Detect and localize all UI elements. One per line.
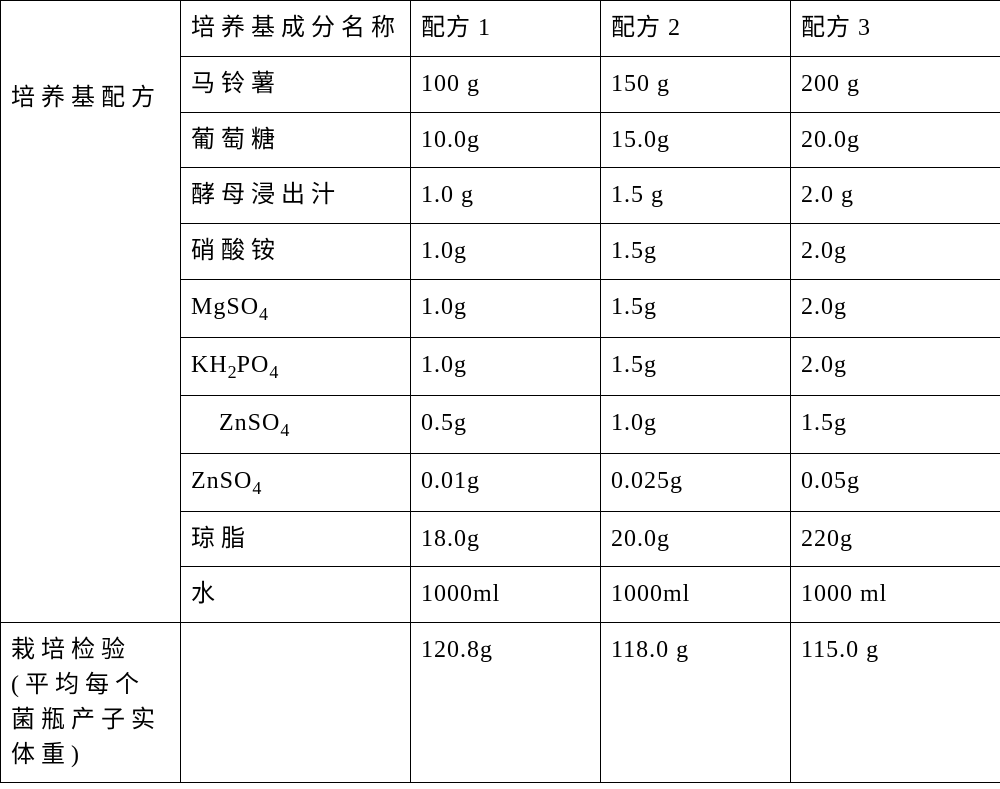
value-f3: 0.05g [791, 453, 1000, 511]
value-f3: 2.0g [791, 337, 1000, 395]
col-header-name: 培养基成分名称 [181, 1, 411, 57]
value-f2: 1.5g [601, 337, 791, 395]
value-f1: 1.0g [411, 279, 601, 337]
col-header-f1: 配方 1 [411, 1, 601, 57]
ingredient-name: ZnSO4 [181, 453, 411, 511]
table-header-row: 培养基配方 培养基成分名称 配方 1 配方 2 配方 3 [1, 1, 1000, 57]
ingredient-name: 马铃薯 [181, 56, 411, 112]
value-f3: 20.0g [791, 112, 1000, 168]
value-f3: 1000 ml [791, 567, 1000, 623]
ingredient-name: 酵母浸出汁 [181, 168, 411, 224]
value-f2: 0.025g [601, 453, 791, 511]
ingredient-name: 琼脂 [181, 511, 411, 567]
value-f2: 1.0g [601, 395, 791, 453]
col-header-f2: 配方 2 [601, 1, 791, 57]
value-f2: 20.0g [601, 511, 791, 567]
ingredient-name: 葡萄糖 [181, 112, 411, 168]
value-f3: 2.0g [791, 224, 1000, 280]
medium-formula-table: 培养基配方 培养基成分名称 配方 1 配方 2 配方 3 马铃薯 100 g 1… [0, 0, 1000, 783]
value-f1: 18.0g [411, 511, 601, 567]
value-f1: 1.0g [411, 337, 601, 395]
value-f3: 200 g [791, 56, 1000, 112]
value-f1: 0.5g [411, 395, 601, 453]
value-f3: 220g [791, 511, 1000, 567]
value-f1: 1.0 g [411, 168, 601, 224]
value-f2: 1.5 g [601, 168, 791, 224]
ingredient-name: KH2PO4 [181, 337, 411, 395]
value-f2: 118.0 g [601, 623, 791, 783]
value-f3: 1.5g [791, 395, 1000, 453]
value-f2: 15.0g [601, 112, 791, 168]
group-label-formula: 培养基配方 [1, 1, 181, 623]
value-f3: 2.0g [791, 279, 1000, 337]
value-f2: 1000ml [601, 567, 791, 623]
value-f1: 0.01g [411, 453, 601, 511]
value-f1: 120.8g [411, 623, 601, 783]
ingredient-name [181, 623, 411, 783]
value-f2: 1.5g [601, 224, 791, 280]
ingredient-name: 硝酸铵 [181, 224, 411, 280]
value-f1: 10.0g [411, 112, 601, 168]
table-test-row: 栽培检验(平均每个菌瓶产子实体重) 120.8g 118.0 g 115.0 g [1, 623, 1000, 783]
ingredient-name: ZnSO4 [181, 395, 411, 453]
value-f3: 2.0 g [791, 168, 1000, 224]
ingredient-name: 水 [181, 567, 411, 623]
group-label-test: 栽培检验(平均每个菌瓶产子实体重) [1, 623, 181, 783]
value-f1: 1000ml [411, 567, 601, 623]
col-header-f3: 配方 3 [791, 1, 1000, 57]
value-f2: 1.5g [601, 279, 791, 337]
value-f1: 1.0g [411, 224, 601, 280]
ingredient-name: MgSO4 [181, 279, 411, 337]
value-f3: 115.0 g [791, 623, 1000, 783]
value-f2: 150 g [601, 56, 791, 112]
value-f1: 100 g [411, 56, 601, 112]
